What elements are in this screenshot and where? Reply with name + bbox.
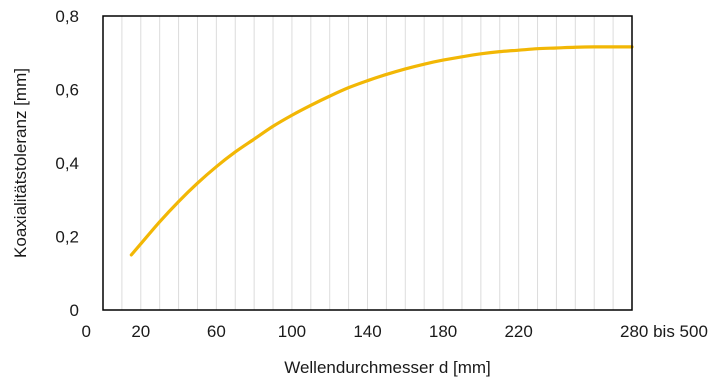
series-layer (129, 45, 634, 257)
y-tick-label: 0,6 (55, 81, 79, 100)
x-tick-label: 140 (353, 322, 381, 341)
grid-layer (121, 16, 614, 310)
x-tick-label: 220 (504, 322, 532, 341)
x-tick-label: 60 (207, 322, 226, 341)
x-axis-title: Wellendurchmesser d [mm] (284, 358, 491, 377)
series-line-0 (129, 45, 634, 257)
y-tick-label: 0,4 (55, 154, 79, 173)
y-tick-label: 0,8 (55, 7, 79, 26)
x-tick-label: 0 (82, 322, 91, 341)
y-tick-label: 0 (70, 301, 79, 320)
plot-frame (102, 15, 633, 311)
x-tick-labels: 0 20 60 100 140 180 220 280 bis 500 (82, 322, 708, 341)
y-axis-title: Koaxialitätstoleranz [mm] (11, 68, 30, 258)
x-tick-label: 180 (429, 322, 457, 341)
x-tick-label: 100 (278, 322, 306, 341)
y-tick-labels: 0 0,2 0,4 0,6 0,8 (55, 7, 79, 320)
y-tick-label: 0,2 (55, 228, 79, 247)
x-tick-label: 20 (131, 322, 150, 341)
x-tick-label: 280 bis 500 (620, 322, 708, 341)
